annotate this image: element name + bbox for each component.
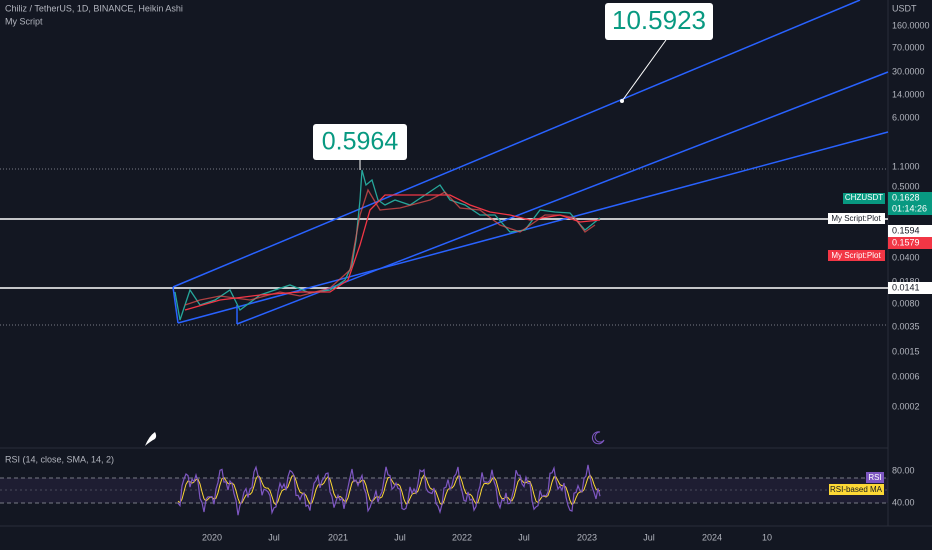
logo [145, 432, 157, 446]
price-tick-label: 0.0080 [892, 298, 920, 308]
price-tick-label: 160.0000 [892, 20, 930, 30]
time-tick-label: 2021 [328, 532, 348, 542]
price-tick-label: 1.1000 [892, 161, 920, 171]
indicator-title: My Script [5, 16, 43, 26]
price-tick-label: 30.0000 [892, 66, 925, 76]
channel-line [172, 0, 861, 288]
time-tick-label: Jul [643, 532, 655, 542]
badge [888, 237, 932, 249]
price-tick-label: 0.5000 [892, 181, 920, 191]
callout-text: 10.5923 [612, 5, 706, 35]
moon-icon [591, 431, 605, 445]
rsi-badge: RSI [868, 473, 881, 482]
badge [888, 282, 932, 294]
time-tick-label: 2023 [577, 532, 597, 542]
time-tick-label: Jul [394, 532, 406, 542]
rsi-level: 80.00 [892, 465, 915, 475]
price-tick-label: 0.0015 [892, 346, 920, 356]
price-tick-label: 70.0000 [892, 42, 925, 52]
badge [828, 250, 885, 261]
rsi-title: RSI (14, close, SMA, 14, 2) [5, 454, 114, 464]
ma-badge: RSI-based MA [830, 485, 883, 494]
symbol-badge: CHZUSDT [845, 193, 883, 202]
moving-average [184, 194, 601, 311]
rsi-level: 40.00 [892, 497, 915, 507]
time-tick-label: 2022 [452, 532, 472, 542]
price-tick-label: 0.0400 [892, 252, 920, 262]
symbol-title: Chiliz / TetherUS, 1D, BINANCE, Heikin A… [5, 3, 183, 13]
plot2-value: 0.1579 [892, 237, 920, 247]
time-tick-label: 10 [762, 532, 772, 542]
level-value: 0.0141 [892, 282, 920, 292]
price-tick-label: 6.0000 [892, 112, 920, 122]
price-tick-label: 14.0000 [892, 89, 925, 99]
badge [888, 225, 932, 237]
plot-value: 0.1594 [892, 225, 920, 235]
plot-label: My Script:Plot [831, 214, 881, 223]
badge [829, 484, 884, 495]
callout-dot [620, 99, 624, 103]
badge [828, 213, 885, 224]
countdown: 01:14:26 [892, 203, 927, 213]
badge [888, 192, 932, 215]
time-tick-label: Jul [518, 532, 530, 542]
time-tick-label: 2024 [702, 532, 722, 542]
callout-text: 0.5964 [322, 128, 399, 156]
time-tick-label: 2020 [202, 532, 222, 542]
time-tick-label: Jul [268, 532, 280, 542]
callout-box [605, 3, 713, 40]
callout-box [313, 124, 407, 160]
badge [843, 193, 885, 204]
channel-line [172, 286, 179, 324]
price-tick-label: 0.0180 [892, 276, 920, 286]
badge [866, 472, 884, 483]
axis-unit: USDT [892, 3, 917, 13]
channel-line [177, 131, 889, 324]
last-price: 0.1628 [892, 192, 920, 202]
price-tick-label: 0.0002 [892, 401, 920, 411]
price-tick-label: 0.0006 [892, 371, 920, 381]
plot2-label: My Script:Plot [831, 251, 881, 260]
rsi-line [177, 464, 601, 516]
price-tick-label: 0.0035 [892, 321, 920, 331]
price-badges: CHZUSDT 0.1628 01:14:26 My Script:Plot 0… [828, 192, 932, 294]
callout-pointer [621, 39, 667, 102]
